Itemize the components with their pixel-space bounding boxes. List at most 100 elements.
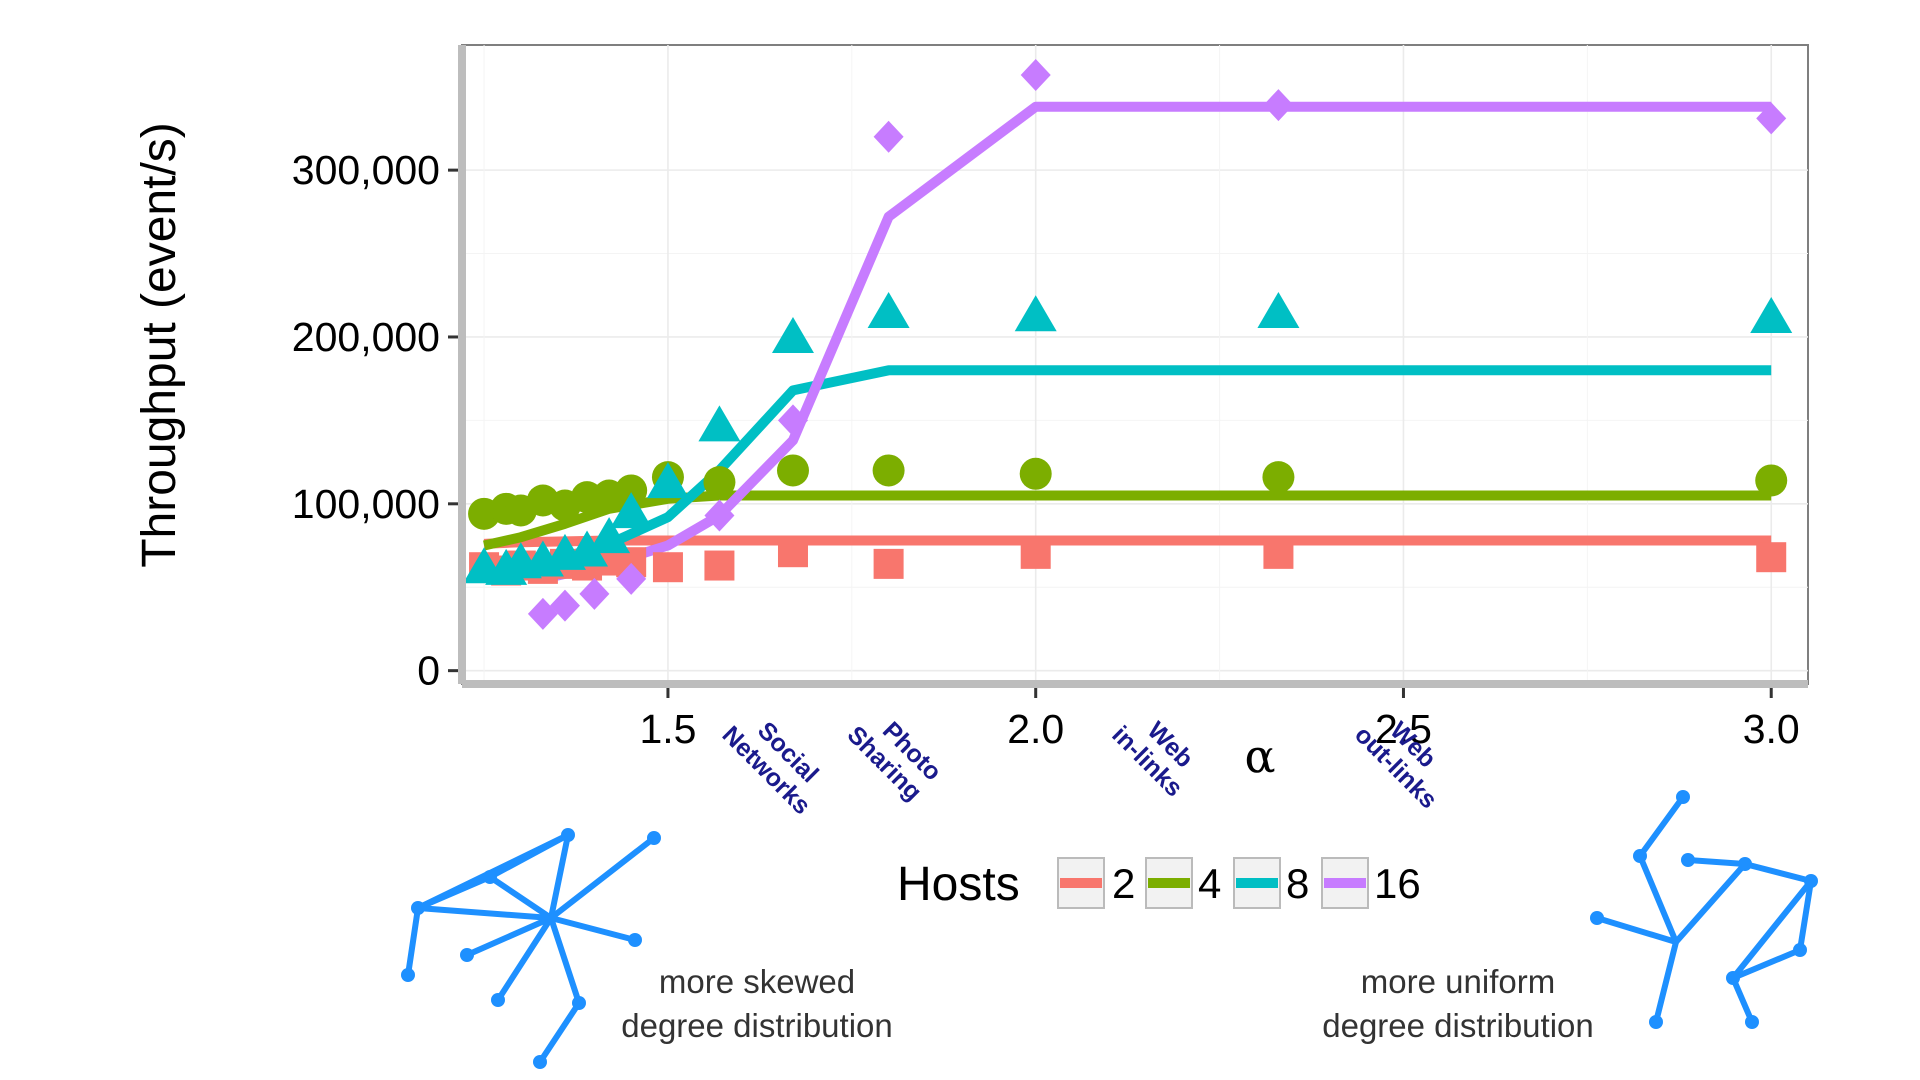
data-point-8-11 (867, 291, 910, 328)
legend-title: Hosts (897, 858, 1020, 911)
skewed-graph-node-2 (483, 870, 497, 884)
caption-left-line2: degree distribution (621, 1007, 893, 1044)
uniform-graph-node-2 (1633, 849, 1647, 863)
tick-labels: 0 100,000 200,000 300,000 1.5 2.0 2.5 3.0 (292, 147, 1800, 752)
data-point-8-6 (588, 517, 631, 554)
data-point-4-14 (1755, 464, 1788, 497)
skewed-graph-node-8 (491, 993, 505, 1007)
skewed-graph-edge-11 (487, 832, 571, 880)
skewed-graph-edge-7 (548, 915, 582, 1006)
skewed-graph-edge-6 (495, 915, 554, 1003)
uniform-graph-edge-1 (1637, 853, 1679, 945)
uniform-graph-edge-3 (1673, 861, 1748, 945)
skewed-graph-node-9 (572, 996, 586, 1010)
data-point-16-7 (1020, 59, 1051, 92)
series-points (463, 59, 1793, 630)
y-tick-label-3: 300,000 (292, 147, 440, 193)
uniform-graph-node-10 (1649, 1015, 1663, 1029)
skewed-graph-node-4 (647, 831, 661, 845)
series-line-2 (483, 535, 1772, 549)
uniform-graph-node-8 (1726, 971, 1740, 985)
skewed-graph-edge-10 (405, 905, 421, 978)
skewed-graph-icon (401, 828, 661, 1069)
data-point-16-8 (1263, 89, 1294, 122)
uniform-graph-edge-10 (1653, 939, 1679, 1025)
uniform-graph-edge-8 (1730, 947, 1803, 981)
uniform-graph-edge-7 (1730, 878, 1814, 981)
skewed-graph-node-10 (533, 1055, 547, 1069)
uniform-graph-node-5 (1738, 857, 1752, 871)
legend: Hosts 2 4 8 16 (897, 857, 1421, 911)
uniform-graph-node-7 (1793, 943, 1807, 957)
skewed-graph-edge-5 (548, 915, 638, 943)
plot-panel (461, 44, 1809, 685)
data-point-4-12 (1019, 457, 1052, 490)
caption-left-line1: more skewed (659, 963, 855, 1000)
skewed-graph-edge-4 (464, 915, 554, 958)
data-point-2-9 (704, 550, 735, 581)
uniform-graph-edge-4 (1685, 857, 1748, 867)
data-point-2-10 (777, 537, 808, 568)
data-point-8-8 (646, 462, 689, 499)
skewed-graph-edge-3 (548, 835, 657, 921)
data-point-4-7 (615, 474, 648, 507)
legend-label-2: 2 (1112, 860, 1135, 907)
data-point-4-11 (872, 454, 905, 487)
legend-label-16: 16 (1374, 860, 1421, 907)
skewed-graph-node-5 (460, 948, 474, 962)
data-point-16-6 (873, 120, 904, 153)
data-point-8-12 (1014, 295, 1057, 332)
data-point-4-13 (1262, 461, 1295, 494)
skewed-graph-node-7 (401, 968, 415, 982)
uniform-graph-icon (1590, 790, 1818, 1029)
uniform-graph-node-4 (1681, 853, 1695, 867)
data-point-16-2 (579, 577, 610, 610)
data-point-16-3 (616, 562, 647, 595)
data-point-8-14 (1750, 296, 1793, 333)
legend-label-8: 8 (1286, 860, 1309, 907)
caption-right-line2: degree distribution (1322, 1007, 1594, 1044)
data-point-4-10 (776, 454, 809, 487)
data-point-2-8 (652, 552, 683, 583)
data-point-16-5 (777, 404, 808, 437)
skewed-graph-edge-0 (415, 905, 554, 921)
data-point-2-14 (1756, 542, 1787, 573)
legend-label-4: 4 (1198, 860, 1221, 907)
caption-right-line1: more uniform (1361, 963, 1555, 1000)
skewed-graph-node-1 (411, 901, 425, 915)
x-tick-label-1: 2.0 (1007, 706, 1064, 752)
skewed-graph-node-6 (628, 933, 642, 947)
data-point-16-1 (549, 589, 580, 622)
data-point-8-13 (1257, 291, 1300, 328)
skewed-graph-node-3 (561, 828, 575, 842)
skewed-graph-edge-12 (537, 1000, 582, 1065)
uniform-graph-edge-0 (1637, 794, 1686, 859)
uniform-graph-edge-9 (1730, 975, 1755, 1025)
uniform-graph-edge-5 (1742, 861, 1814, 884)
y-tick-label-0: 0 (417, 648, 440, 694)
uniform-graph-node-3 (1590, 911, 1604, 925)
skewed-graph-edge-2 (548, 832, 571, 921)
uniform-graph-node-1 (1676, 790, 1690, 804)
data-point-2-13 (1263, 538, 1294, 569)
data-point-8-10 (771, 316, 814, 353)
data-point-8-7 (610, 492, 653, 529)
uniform-graph-node-6 (1804, 874, 1818, 888)
data-point-2-11 (873, 548, 904, 579)
caption-right: more uniform degree distribution (1322, 963, 1594, 1044)
uniform-graph-edge-6 (1797, 878, 1814, 953)
y-tick-label-1: 100,000 (292, 481, 440, 527)
x-tick-label-0: 1.5 (639, 706, 696, 752)
data-point-8-9 (698, 405, 741, 442)
y-tick-label-2: 200,000 (292, 314, 440, 360)
data-point-16-9 (1756, 102, 1787, 135)
x-axis-title: α (1244, 729, 1275, 783)
caption-left: more skewed degree distribution (621, 963, 893, 1044)
uniform-graph-edge-2 (1594, 915, 1679, 945)
